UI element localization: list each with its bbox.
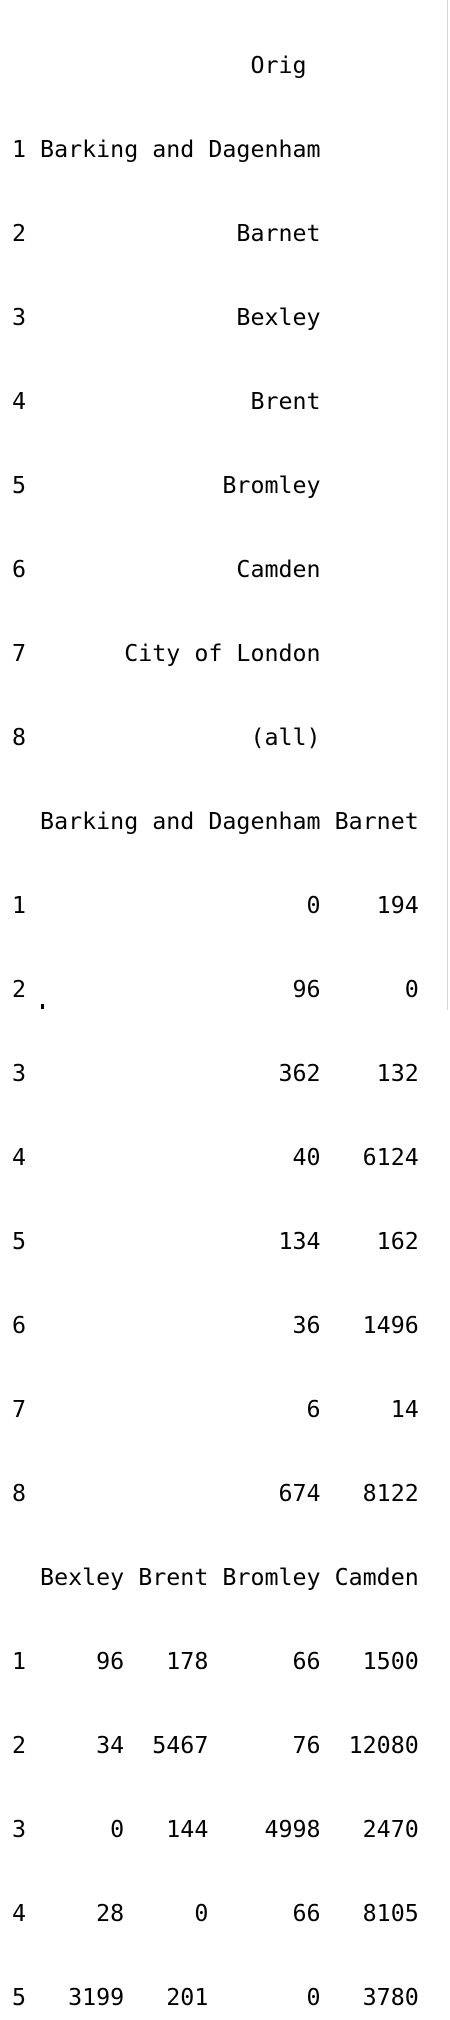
console-line: 5 3199 201 0 3780 [12,1984,419,2011]
console-line: 7 City of London [12,640,321,667]
console-line: 4 28 0 66 8105 [12,1900,419,1927]
console-line: 3 0 144 4998 2470 [12,1816,419,1843]
console-line: 1 Barking and Dagenham [12,136,321,163]
console-line: 1 0 194 [12,892,419,919]
console-line: 6 36 1496 [12,1312,419,1339]
console-line: 7 6 14 [12,1396,419,1423]
console-line: 2 96 0 [12,976,419,1003]
console-line: 8 674 8122 [12,1480,419,1507]
r-console-output: Orig 1 Barking and Dagenham 2 Barnet 3 B… [12,0,419,2020]
console-line: 8 (all) [12,724,321,751]
console-line: 5 134 162 [12,1228,419,1255]
console-line: 4 Brent [12,388,321,415]
console-line: 3 Bexley [12,304,321,331]
console-line: 6 Camden [12,556,321,583]
console-line: 5 Bromley [12,472,321,499]
text-cursor [41,1004,44,1009]
console-line: 1 96 178 66 1500 [12,1648,419,1675]
console-right-border [447,0,448,1010]
console-line: Orig [12,52,307,79]
console-line: 3 362 132 [12,1060,419,1087]
console-line: 2 34 5467 76 12080 [12,1732,419,1759]
console-line: 4 40 6124 [12,1144,419,1171]
console-line: Bexley Brent Bromley Camden [12,1564,419,1591]
console-line: 2 Barnet [12,220,321,247]
console-line: Barking and Dagenham Barnet [12,808,419,835]
